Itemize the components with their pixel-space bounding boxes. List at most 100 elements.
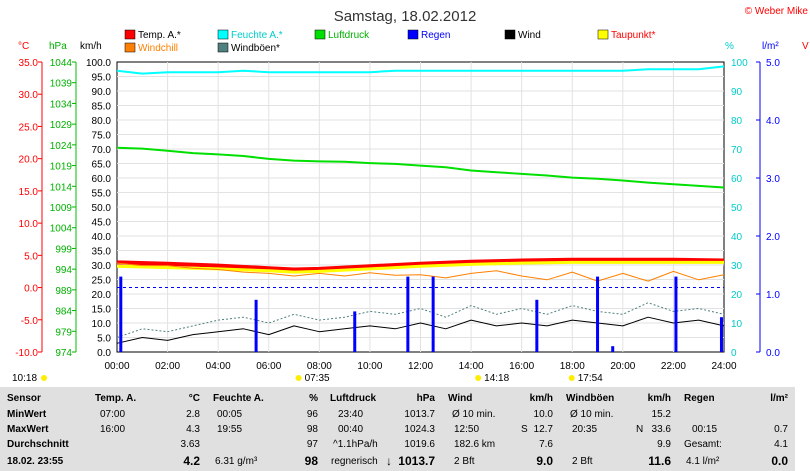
- max-wind-direction: S: [521, 424, 528, 435]
- humidity-axis-unit: %: [725, 41, 734, 52]
- wind-tick: 50.0: [92, 203, 112, 214]
- wind-tick: 5.0: [97, 334, 111, 345]
- current-forecast: regnerisch: [331, 456, 378, 467]
- x-tick-label: 18:00: [560, 361, 585, 372]
- rain-tick: 3.0: [766, 174, 780, 185]
- temp-tick: 25.0: [19, 122, 39, 133]
- legend-swatch: [217, 29, 229, 40]
- min-wind-note: Ø 10 min.: [452, 409, 496, 420]
- header-temp-unit: °C: [188, 393, 200, 404]
- current-absolute-humidity: 6.31 g/m³: [215, 456, 258, 467]
- header-rain-unit: l/m²: [770, 393, 788, 404]
- min-gust-note: Ø 10 min.: [570, 409, 614, 420]
- rain-bar: [535, 299, 539, 352]
- current-wind-value: 9.0: [536, 454, 553, 468]
- header-rain: Regen: [684, 393, 715, 404]
- x-tick-label: 06:00: [256, 361, 281, 372]
- legend-swatch: [504, 29, 516, 40]
- pressure-tick: 994: [55, 265, 72, 276]
- wind-tick: 95.0: [92, 73, 112, 84]
- avg-temp-value: 3.63: [180, 439, 200, 450]
- legend-swatch: [407, 29, 419, 40]
- wind-tick: 75.0: [92, 131, 112, 142]
- temp-tick: 10.0: [19, 219, 39, 230]
- wind-tick: 80.0: [92, 116, 112, 127]
- pressure-tick: 1024: [50, 141, 73, 152]
- min-gust-value: 15.2: [651, 409, 671, 420]
- current-rain-total: 4.1 l/m²: [686, 456, 720, 467]
- max-rain-value: 0.7: [774, 424, 788, 435]
- max-gust-direction: N: [636, 424, 644, 435]
- wind-tick: 40.0: [92, 232, 112, 243]
- x-tick-label: 10:00: [357, 361, 382, 372]
- temp-axis-unit: °C: [18, 41, 29, 52]
- header-sensor: Sensor: [7, 393, 41, 404]
- copyright: © Weber Mike: [745, 6, 809, 17]
- max-temp-time: 16:00: [100, 424, 126, 435]
- legend-swatch: [314, 29, 326, 40]
- current-wind-beaufort: 2 Bft: [454, 456, 475, 467]
- sun-marker-icon: [475, 375, 482, 381]
- temp-tick: 0.0: [24, 284, 38, 295]
- max-temp-value: 4.3: [186, 424, 200, 435]
- rain-bar: [353, 311, 357, 352]
- temp-tick: -5.0: [21, 316, 39, 327]
- x-tick-label: 08:00: [307, 361, 332, 372]
- avg-wind-distance: 182.6 km: [454, 439, 496, 450]
- series-line: [116, 65, 725, 75]
- current-gust-beaufort: 2 Bft: [572, 456, 593, 467]
- min-pressure-time: 23:40: [338, 409, 364, 420]
- header-humidity-unit: %: [309, 393, 318, 404]
- min-wind-value: 10.0: [533, 409, 553, 420]
- header-wind-unit: km/h: [529, 393, 553, 404]
- rain-axis-unit: l/m²: [762, 41, 779, 52]
- current-temp-value: 4.2: [183, 454, 200, 468]
- max-wind-value: 12.7: [533, 424, 553, 435]
- temp-tick: 30.0: [19, 90, 39, 101]
- max-gust-value: 33.6: [651, 424, 671, 435]
- rain-bar: [119, 276, 123, 352]
- legend-label: Windchill: [138, 43, 178, 54]
- pressure-tick: 974: [55, 348, 72, 359]
- humidity-tick: 20: [731, 290, 743, 301]
- series-line: [116, 146, 725, 189]
- weather-chart: Samstag, 18.02.2012 © Weber Mike Temp. A.*…: [12, 6, 809, 384]
- pressure-tick: 1039: [50, 79, 73, 90]
- rain-bar: [596, 276, 600, 352]
- rain-tick: 1.0: [766, 290, 780, 301]
- pressure-tick: 989: [55, 286, 72, 297]
- row-label-min: MinWert: [7, 409, 47, 420]
- min-humidity-time: 00:05: [217, 409, 243, 420]
- avg-pressure-value: 1019.6: [404, 439, 435, 450]
- min-temp-time: 07:00: [100, 409, 126, 420]
- sun-marker-icon: [41, 375, 47, 381]
- wind-tick: 65.0: [92, 160, 112, 171]
- wind-axis-unit: km/h: [80, 41, 102, 52]
- header-gust: Windböen: [566, 393, 615, 404]
- rain-bar: [254, 299, 258, 352]
- humidity-tick: 40: [731, 232, 743, 243]
- wind-tick: 55.0: [92, 189, 112, 200]
- wind-tick: 20.0: [92, 290, 112, 301]
- series-line: [116, 262, 725, 282]
- header-humidity: Feuchte A.: [213, 393, 264, 404]
- legend-label: Wind: [518, 30, 541, 41]
- max-rain-time: 00:15: [692, 424, 718, 435]
- series-line: [116, 260, 724, 274]
- current-rain-value: 0.0: [771, 454, 788, 468]
- pressure-trend-arrow: ↓: [386, 454, 392, 468]
- min-temp-value: 2.8: [186, 409, 200, 420]
- temp-tick: 35.0: [19, 58, 39, 69]
- legend-label: Regen: [421, 30, 450, 41]
- pressure-tick: 1029: [50, 120, 73, 131]
- x-tick-label: 04:00: [206, 361, 231, 372]
- side-strip: [795, 375, 810, 471]
- row-label-current: 18.02. 23:55: [7, 456, 64, 467]
- x-tick-label: 12:00: [408, 361, 433, 372]
- x-tick-label: 22:00: [661, 361, 686, 372]
- legend-label: Feuchte A.*: [231, 30, 283, 41]
- rain-bar: [406, 276, 410, 352]
- series-line: [116, 316, 725, 344]
- wind-tick: 0.0: [97, 348, 111, 359]
- time-marker-label: 17:54: [578, 373, 603, 384]
